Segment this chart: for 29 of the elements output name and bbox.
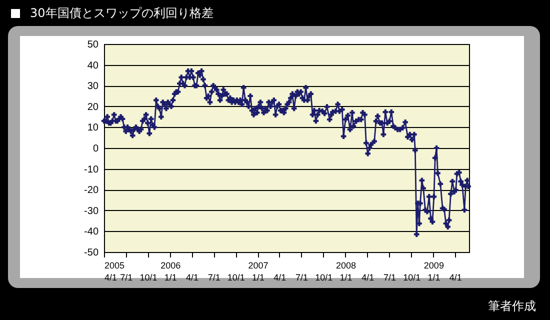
y-tick-label: 0 xyxy=(92,144,99,154)
x-tick-label: 4/1 xyxy=(449,272,462,282)
x-tick-label: 4/1 xyxy=(186,272,198,282)
x-tick-label: 7/1 xyxy=(120,272,133,282)
y-tick-label: -40 xyxy=(84,226,99,238)
y-tick-label: -10 xyxy=(84,164,99,176)
chart-title: 30年国債とスワップの利回り格差 xyxy=(30,5,214,22)
x-tick-label: 10/1 xyxy=(403,272,421,282)
x-tick-label: 2008 1/1 xyxy=(336,260,356,282)
x-tick-label: 7/1 xyxy=(296,272,308,282)
x-tick-label: 4/1 xyxy=(362,272,374,282)
y-tick-label: -50 xyxy=(84,248,99,258)
y-tick-label: 10 xyxy=(87,122,99,134)
x-tick-label: 7/1 xyxy=(208,272,220,282)
x-tick-label: 10/1 xyxy=(315,272,333,282)
x-tick-label: 10/1 xyxy=(140,272,158,282)
x-tick-label: 2007 1/1 xyxy=(248,260,268,282)
y-tick-label: 40 xyxy=(87,60,99,72)
text: 筆者作成 xyxy=(488,298,536,315)
x-tick-label: 4/1 xyxy=(274,272,286,282)
y-tick-label: 50 xyxy=(87,40,99,50)
y-tick-label: 20 xyxy=(87,102,99,113)
x-tick-label: 7/1 xyxy=(383,272,396,282)
x-tick-label: 2009 1/1 xyxy=(424,260,444,282)
y-tick-label: 30 xyxy=(87,81,99,92)
y-tick-label: -20 xyxy=(84,185,99,196)
y-tick-label: -30 xyxy=(84,206,99,217)
x-tick-label: 2006 1/1 xyxy=(160,260,181,282)
x-tick-label: 10/1 xyxy=(227,272,245,282)
